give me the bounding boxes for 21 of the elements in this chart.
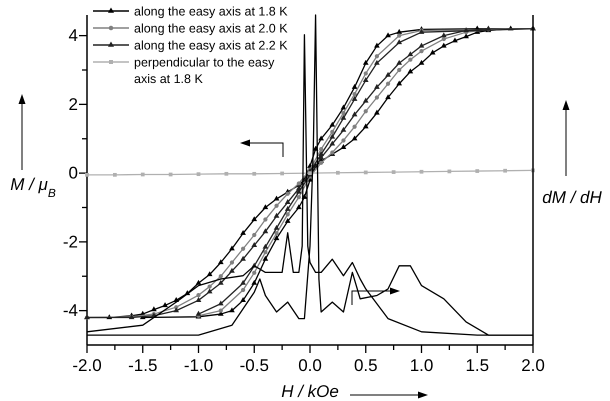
x-tick-label: 2.0 <box>521 356 545 375</box>
y-tick-label: -4 <box>62 301 78 320</box>
y-tick-label: 4 <box>68 26 78 46</box>
y-axis-title: M / μ$_{B}$ <box>10 175 56 200</box>
legend-label: along the easy axis at 1.8 K <box>134 4 288 18</box>
legend-label: along the easy axis at 2.2 K <box>134 38 288 52</box>
x-tick-label: -2.0 <box>72 356 102 375</box>
x-tick-label: 0.5 <box>354 356 378 375</box>
y-tick-label: 2 <box>68 94 78 114</box>
x-tick-label: -1.0 <box>184 356 214 375</box>
x-tick-label: 1.5 <box>465 356 490 375</box>
y-tick-label: -2 <box>62 232 78 252</box>
x-tick-label: 0.0 <box>298 356 322 375</box>
x-tick-label: 1.0 <box>410 356 434 375</box>
legend-label: perpendicular to the easy axis at 1.8 K <box>134 56 276 86</box>
y-tick-label: 0 <box>68 164 78 183</box>
x-axis-title: H / kOe <box>281 382 339 401</box>
x-tick-label: -1.5 <box>128 356 158 375</box>
y2-axis-title: dM / dH <box>542 188 602 207</box>
x-tick-label: -0.5 <box>240 356 269 375</box>
legend-label: along the easy axis at 2.0 K <box>134 22 288 36</box>
